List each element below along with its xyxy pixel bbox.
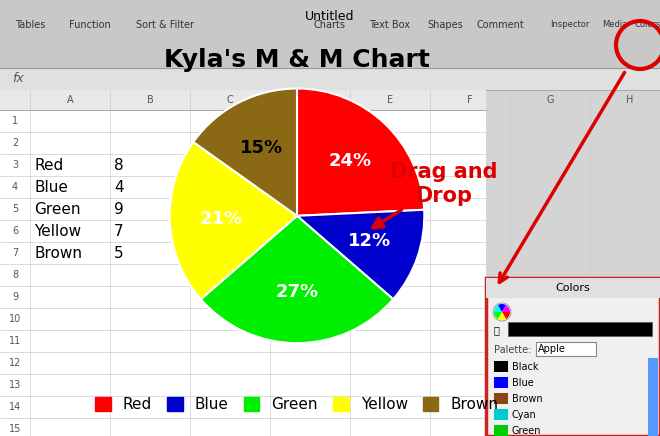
Text: Charts: Charts [314, 20, 346, 30]
Text: 12: 12 [9, 358, 21, 368]
Text: 10: 10 [9, 314, 21, 324]
Text: C: C [226, 95, 234, 105]
Text: fx: fx [12, 72, 24, 85]
Text: Colors: Colors [556, 283, 591, 293]
Text: 6: 6 [12, 226, 18, 236]
Text: 15: 15 [9, 424, 21, 434]
Text: F: F [467, 95, 473, 105]
Text: Green: Green [512, 426, 541, 436]
Text: 11: 11 [9, 336, 21, 346]
Text: E: E [387, 95, 393, 105]
Bar [0, 0, 660, 68]
Wedge shape [297, 89, 424, 216]
Wedge shape [494, 305, 502, 312]
Text: A: A [67, 95, 73, 105]
Text: G: G [546, 95, 554, 105]
Text: 4: 4 [12, 182, 18, 192]
Text: Brown: Brown [512, 394, 543, 404]
Bar [494, 409, 508, 420]
Text: Sort & Filter: Sort & Filter [136, 20, 194, 30]
Text: Colors: Colors [635, 20, 660, 29]
Bar [494, 361, 508, 372]
Bar [0, 90, 486, 110]
Bar [0, 90, 486, 436]
Text: Text Box: Text Box [370, 20, 411, 30]
Bar [494, 425, 508, 436]
Text: H: H [626, 95, 634, 105]
Wedge shape [502, 305, 510, 312]
Text: Green: Green [34, 201, 81, 217]
Wedge shape [498, 312, 506, 320]
Text: 1: 1 [12, 116, 18, 126]
Text: Palette:: Palette: [494, 345, 531, 355]
Wedge shape [201, 216, 393, 343]
Text: Kyla's M & M Chart: Kyla's M & M Chart [164, 48, 430, 72]
Text: 7: 7 [12, 248, 18, 258]
Bar [494, 377, 508, 388]
Text: Shapes: Shapes [427, 20, 463, 30]
Text: 14: 14 [9, 402, 21, 412]
Wedge shape [170, 142, 297, 299]
Wedge shape [297, 210, 424, 299]
Text: D: D [306, 95, 314, 105]
Bar [494, 393, 508, 404]
Bar [536, 342, 596, 356]
Text: Media: Media [603, 20, 628, 29]
Text: 5: 5 [114, 245, 123, 260]
Text: 4: 4 [114, 180, 123, 194]
Text: Comment: Comment [476, 20, 524, 30]
Text: 8: 8 [12, 270, 18, 280]
Wedge shape [498, 304, 506, 312]
Text: B: B [147, 95, 153, 105]
Text: 🔍: 🔍 [494, 325, 500, 335]
Text: Untitled: Untitled [305, 10, 355, 23]
Bar [486, 278, 660, 298]
Wedge shape [502, 312, 510, 319]
Text: Cyan: Cyan [512, 410, 537, 420]
Text: 21%: 21% [199, 211, 242, 228]
Text: Brown: Brown [34, 245, 82, 260]
Text: 15%: 15% [240, 139, 284, 157]
Text: 13: 13 [9, 380, 21, 390]
Text: Blue: Blue [512, 378, 534, 388]
Text: Yellow: Yellow [34, 224, 81, 238]
Wedge shape [494, 312, 502, 319]
Bar [486, 278, 660, 436]
Text: 2: 2 [12, 138, 18, 148]
Text: 8: 8 [114, 157, 123, 173]
Wedge shape [193, 89, 297, 216]
Text: Drag and
Drop: Drag and Drop [373, 162, 497, 228]
Text: Inspector: Inspector [550, 20, 589, 29]
Bar [508, 322, 652, 336]
Text: 9: 9 [114, 201, 124, 217]
Text: Function: Function [69, 20, 111, 30]
Text: 5: 5 [12, 204, 18, 214]
Text: 27%: 27% [275, 283, 319, 301]
Text: 7: 7 [114, 224, 123, 238]
Text: Tables: Tables [15, 20, 45, 30]
Text: 9: 9 [12, 292, 18, 302]
Text: Blue: Blue [34, 180, 68, 194]
Bar [0, 68, 660, 90]
Text: Black: Black [512, 362, 539, 372]
Text: 12%: 12% [348, 232, 391, 250]
Text: 3: 3 [12, 160, 18, 170]
Legend: Red, Blue, Green, Yellow, Brown: Red, Blue, Green, Yellow, Brown [89, 391, 505, 418]
Text: Apple: Apple [538, 344, 566, 354]
Text: 24%: 24% [328, 152, 372, 170]
Bar [648, 358, 658, 436]
Text: Red: Red [34, 157, 63, 173]
